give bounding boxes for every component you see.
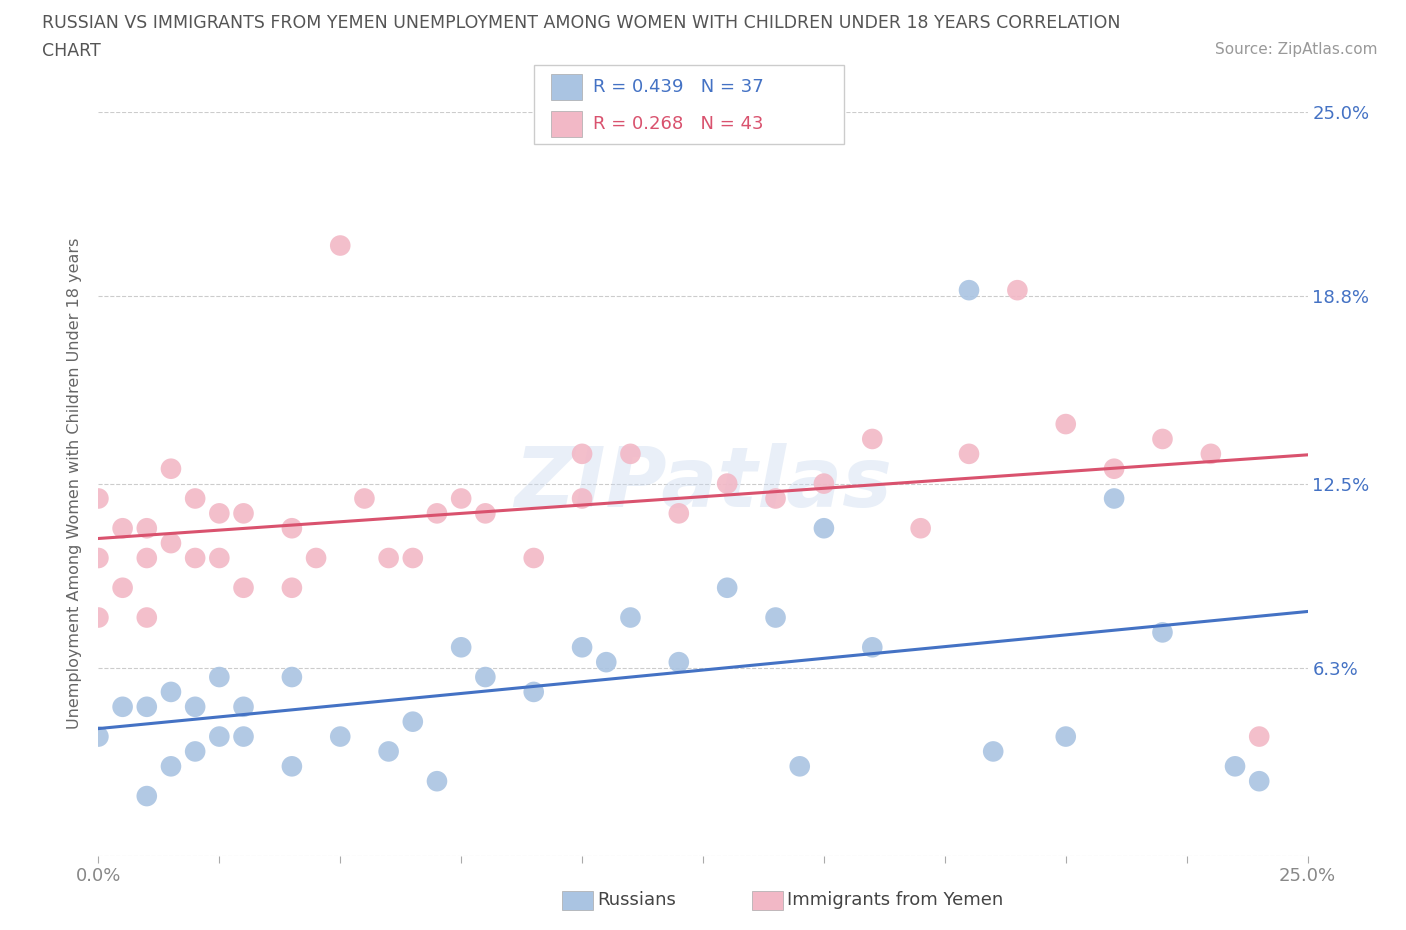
- Point: [160, 536, 183, 551]
- Point: [1054, 417, 1077, 432]
- Point: [957, 283, 980, 298]
- Point: [160, 759, 183, 774]
- Point: [619, 610, 641, 625]
- Point: [135, 789, 157, 804]
- Point: [910, 521, 932, 536]
- Point: [813, 476, 835, 491]
- Point: [450, 640, 472, 655]
- Point: [765, 491, 787, 506]
- Point: [571, 640, 593, 655]
- Point: [716, 476, 738, 491]
- Point: [860, 432, 883, 446]
- Point: [232, 506, 254, 521]
- Point: [135, 521, 157, 536]
- Text: ZIPatlas: ZIPatlas: [515, 443, 891, 525]
- Point: [813, 521, 835, 536]
- Point: [1249, 729, 1271, 744]
- Point: [1223, 759, 1246, 774]
- Point: [329, 729, 352, 744]
- Point: [474, 670, 496, 684]
- Point: [208, 729, 231, 744]
- Point: [474, 506, 496, 521]
- Point: [1199, 446, 1222, 461]
- Point: [402, 714, 425, 729]
- Text: RUSSIAN VS IMMIGRANTS FROM YEMEN UNEMPLOYMENT AMONG WOMEN WITH CHILDREN UNDER 18: RUSSIAN VS IMMIGRANTS FROM YEMEN UNEMPLO…: [42, 14, 1121, 32]
- Point: [184, 491, 207, 506]
- Point: [426, 506, 449, 521]
- Point: [184, 551, 207, 565]
- Point: [111, 521, 134, 536]
- Point: [1152, 432, 1174, 446]
- Y-axis label: Unemployment Among Women with Children Under 18 years: Unemployment Among Women with Children U…: [67, 238, 83, 729]
- Point: [1007, 283, 1029, 298]
- Point: [1249, 774, 1271, 789]
- Point: [329, 238, 352, 253]
- Point: [232, 699, 254, 714]
- Point: [87, 610, 110, 625]
- Point: [208, 551, 231, 565]
- Text: R = 0.439   N = 37: R = 0.439 N = 37: [593, 78, 763, 96]
- Point: [860, 640, 883, 655]
- Point: [305, 551, 328, 565]
- Point: [668, 655, 690, 670]
- Point: [765, 610, 787, 625]
- Point: [668, 506, 690, 521]
- Point: [716, 580, 738, 595]
- Point: [981, 744, 1004, 759]
- Point: [1102, 461, 1125, 476]
- Point: [619, 446, 641, 461]
- Point: [377, 551, 399, 565]
- Point: [571, 446, 593, 461]
- Point: [353, 491, 375, 506]
- Point: [1102, 491, 1125, 506]
- Point: [595, 655, 617, 670]
- Text: Russians: Russians: [598, 891, 676, 910]
- Point: [87, 551, 110, 565]
- Point: [111, 580, 134, 595]
- Point: [184, 699, 207, 714]
- Point: [571, 491, 593, 506]
- Point: [135, 551, 157, 565]
- Text: CHART: CHART: [42, 42, 101, 60]
- Text: Immigrants from Yemen: Immigrants from Yemen: [787, 891, 1004, 910]
- Point: [111, 699, 134, 714]
- Point: [1054, 729, 1077, 744]
- Point: [281, 580, 304, 595]
- Point: [208, 506, 231, 521]
- Point: [160, 684, 183, 699]
- Point: [135, 610, 157, 625]
- Point: [184, 744, 207, 759]
- Point: [87, 729, 110, 744]
- Point: [281, 670, 304, 684]
- Point: [281, 521, 304, 536]
- Point: [232, 580, 254, 595]
- Point: [789, 759, 811, 774]
- Point: [87, 491, 110, 506]
- Text: R = 0.268   N = 43: R = 0.268 N = 43: [593, 115, 763, 133]
- Point: [232, 729, 254, 744]
- Point: [450, 491, 472, 506]
- Point: [523, 684, 546, 699]
- Point: [523, 551, 546, 565]
- Point: [1152, 625, 1174, 640]
- Point: [281, 759, 304, 774]
- Point: [208, 670, 231, 684]
- Text: Source: ZipAtlas.com: Source: ZipAtlas.com: [1215, 42, 1378, 57]
- Point: [957, 446, 980, 461]
- Point: [160, 461, 183, 476]
- Point: [426, 774, 449, 789]
- Point: [402, 551, 425, 565]
- Point: [377, 744, 399, 759]
- Point: [135, 699, 157, 714]
